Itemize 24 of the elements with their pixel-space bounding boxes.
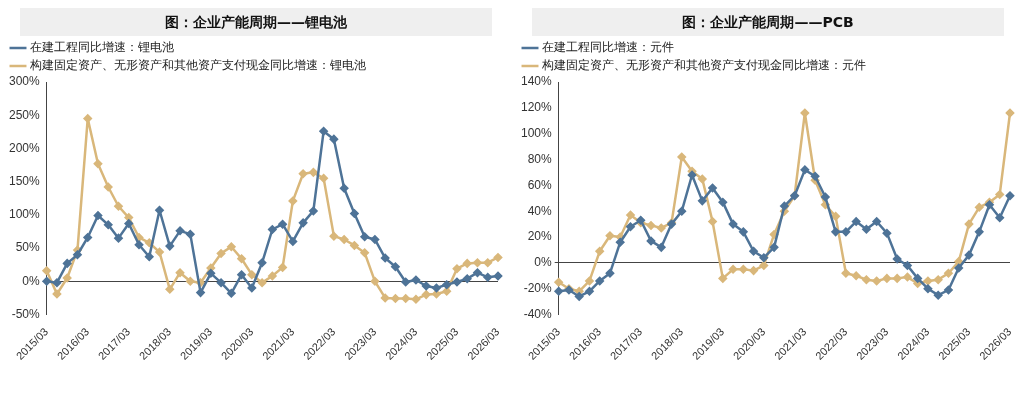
y-tick-label: 40% bbox=[527, 203, 553, 218]
y-tick-label: 120% bbox=[520, 100, 553, 115]
y-tick-label: 50% bbox=[15, 240, 41, 255]
y-tick-label: 200% bbox=[8, 140, 41, 155]
y-tick-label: 300% bbox=[8, 74, 41, 89]
legend-label: 在建工程同比增速：元件 bbox=[542, 40, 674, 55]
y-tick-label: 0% bbox=[22, 273, 41, 288]
y-tick-label: 100% bbox=[520, 125, 553, 140]
y-tick-label: 20% bbox=[527, 229, 553, 244]
legend-label: 构建固定资产、无形资产和其他资产支付现金同比增速：元件 bbox=[541, 58, 866, 73]
y-tick-label: -20% bbox=[523, 281, 553, 296]
y-tick-label: 80% bbox=[527, 151, 553, 166]
y-tick-label: 140% bbox=[520, 74, 553, 89]
chart-title: 图：企业产能周期——锂电池 bbox=[20, 8, 492, 36]
chart-title: 图：企业产能周期——PCB bbox=[532, 8, 1004, 36]
legend-label: 构建固定资产、无形资产和其他资产支付现金同比增速：锂电池 bbox=[29, 58, 366, 73]
y-tick-label: -40% bbox=[523, 306, 553, 321]
y-tick-label: 250% bbox=[8, 107, 41, 122]
legend-label: 在建工程同比增速：锂电池 bbox=[30, 40, 174, 55]
y-tick-label: 0% bbox=[534, 255, 553, 270]
y-tick-label: 100% bbox=[8, 207, 41, 222]
y-tick-label: 60% bbox=[527, 177, 553, 192]
y-tick-label: 150% bbox=[8, 173, 41, 188]
y-tick-label: -50% bbox=[11, 306, 41, 321]
